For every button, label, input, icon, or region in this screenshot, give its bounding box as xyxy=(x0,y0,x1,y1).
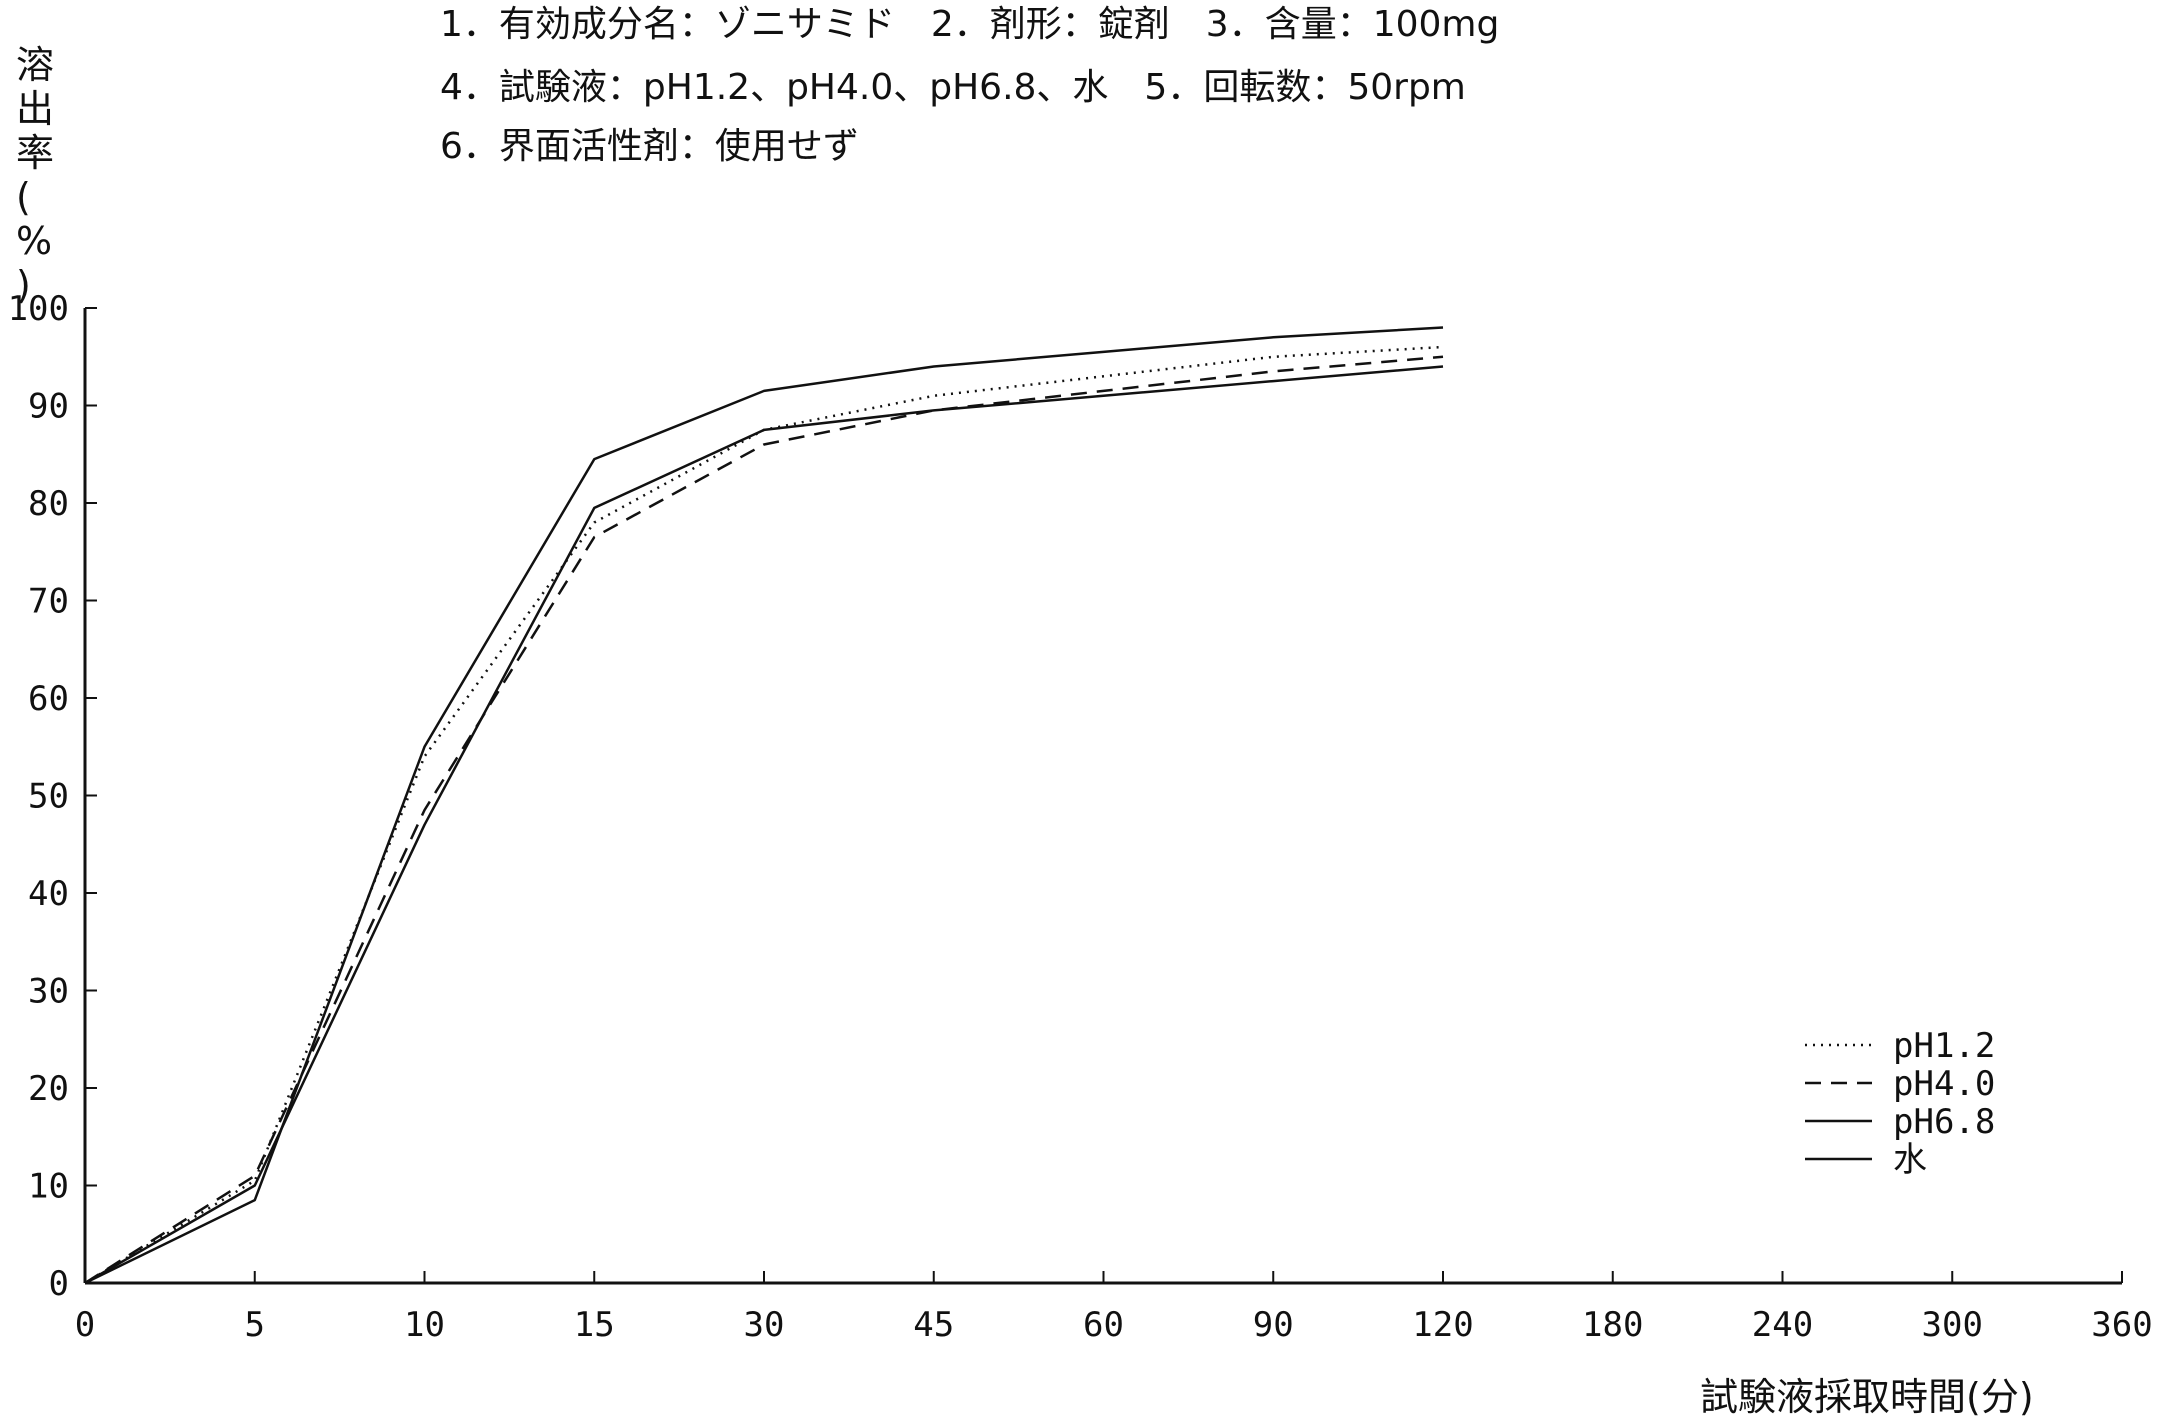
y-tick-label: 60 xyxy=(28,679,69,719)
x-tick-label: 45 xyxy=(913,1305,954,1345)
y-ticks: 0 10 20 30 40 50 60 70 80 90 100 xyxy=(8,289,97,1304)
x-axis-title: 試験液採取時間(分) xyxy=(1700,1375,2034,1417)
y-tick-label: 80 xyxy=(28,484,69,524)
y-axis-title: 溶出率(%) xyxy=(16,43,54,307)
x-tick-label: 0 xyxy=(75,1305,95,1345)
x-tick-label: 180 xyxy=(1582,1305,1643,1345)
y-tick-label: 40 xyxy=(28,874,69,914)
x-tick-label: 240 xyxy=(1752,1305,1813,1345)
legend-label: pH6.8 xyxy=(1893,1102,1995,1142)
header-line-3: 6．界面活性剤：使用せず xyxy=(440,126,859,167)
legend-label: pH4.0 xyxy=(1893,1064,1995,1104)
x-tick-label: 30 xyxy=(744,1305,785,1345)
x-ticks: 0 5 10 15 30 45 60 90 120 180 240 300 360 xyxy=(75,1271,2153,1345)
x-tick-label: 120 xyxy=(1412,1305,1473,1345)
y-tick-label: 10 xyxy=(28,1167,69,1207)
y-axis-title-char: 率 xyxy=(16,131,54,175)
y-axis-title-char: 溶 xyxy=(16,43,54,87)
y-tick-label: 90 xyxy=(28,387,69,427)
x-tick-label: 60 xyxy=(1083,1305,1124,1345)
y-axis-title-char: ) xyxy=(16,263,31,307)
legend-label: pH1.2 xyxy=(1893,1026,1995,1066)
y-axis-title-char: % xyxy=(16,219,52,263)
y-axis-title-char: ( xyxy=(16,175,31,219)
axes xyxy=(83,308,2122,1285)
x-tick-label: 10 xyxy=(404,1305,445,1345)
y-tick-label: 0 xyxy=(49,1264,69,1304)
series-line-4 xyxy=(84,365,1444,1285)
x-tick-label: 360 xyxy=(2091,1305,2152,1345)
header-line-1: 1．有効成分名：ゾニサミド 2．剤形：錠剤 3．含量：100mg xyxy=(440,4,1499,45)
y-axis-title-char: 出 xyxy=(16,87,54,131)
y-tick-label: 20 xyxy=(28,1069,69,1109)
series-line-2 xyxy=(84,355,1444,1285)
header-line-2: 4．試験液：pH1.2、pH4.0、pH6.8、水 5．回転数：50rpm xyxy=(440,67,1466,108)
legend-label: 水 xyxy=(1893,1140,1927,1180)
series-lines xyxy=(84,326,1444,1285)
series-line-1 xyxy=(84,345,1444,1285)
y-tick-label: 50 xyxy=(28,777,69,817)
x-tick-label: 5 xyxy=(245,1305,265,1345)
chart-header: 1．有効成分名：ゾニサミド 2．剤形：錠剤 3．含量：100mg 4．試験液：p… xyxy=(440,4,1499,167)
y-tick-label: 100 xyxy=(8,289,69,329)
x-tick-label: 15 xyxy=(574,1305,615,1345)
y-tick-label: 70 xyxy=(28,582,69,622)
x-tick-label: 300 xyxy=(1922,1305,1983,1345)
series-line-3 xyxy=(84,326,1444,1285)
x-tick-label: 90 xyxy=(1253,1305,1294,1345)
y-tick-label: 30 xyxy=(28,972,69,1012)
